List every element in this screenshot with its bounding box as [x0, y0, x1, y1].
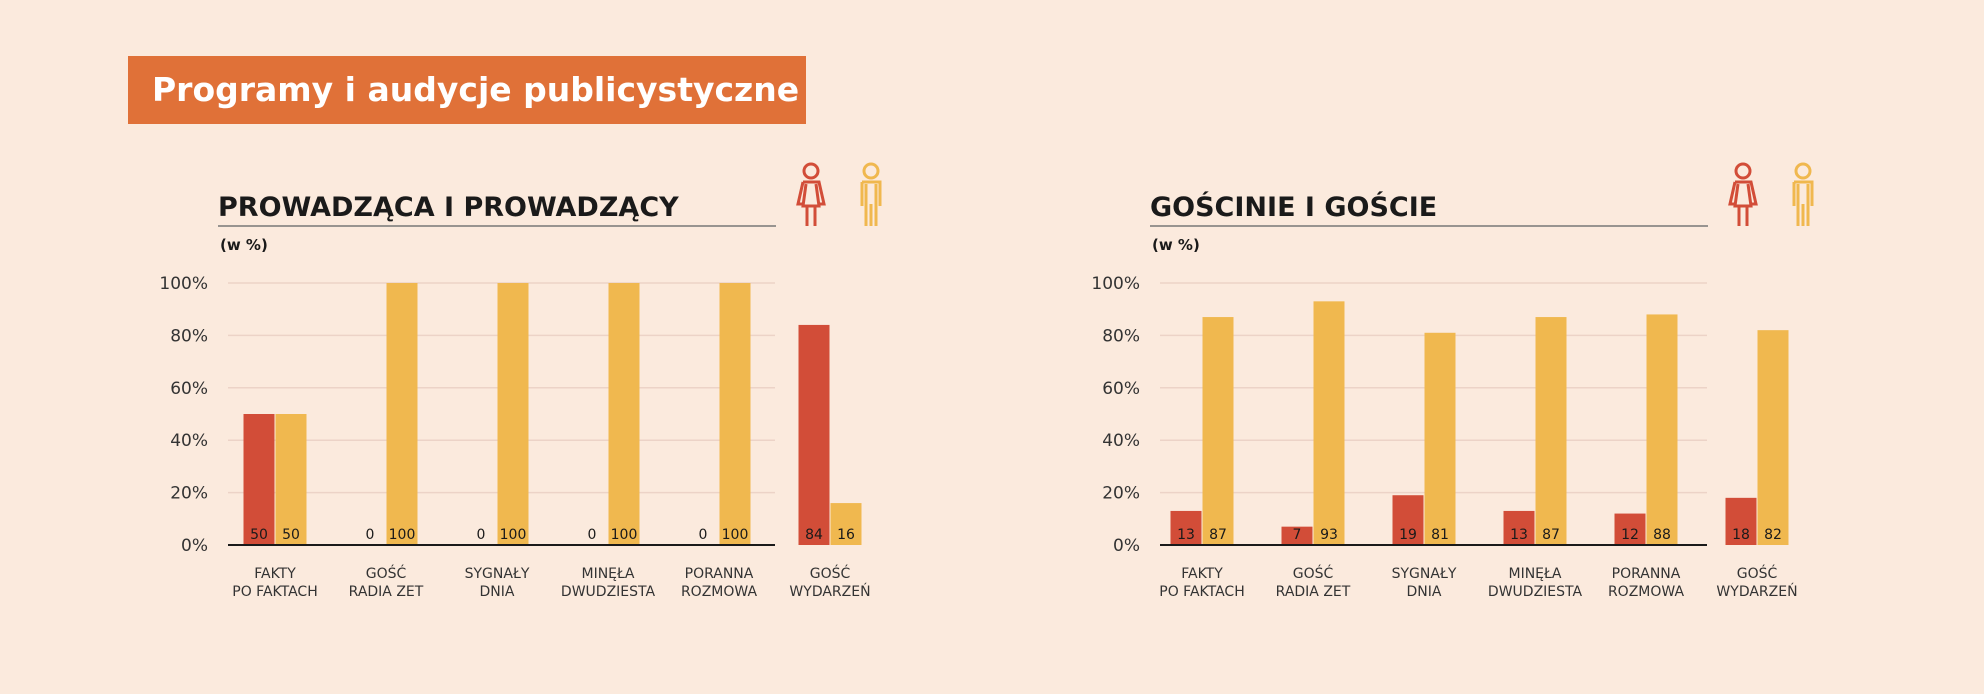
data-label: 100	[611, 527, 638, 543]
female-figure-icon	[796, 162, 826, 226]
x-category-label: PO FAKTACH	[232, 584, 317, 600]
x-category-label: GOŚĆ	[1293, 564, 1334, 582]
y-tick-label: 40%	[1102, 431, 1140, 451]
bar-men	[497, 283, 529, 545]
chart-2-plot: 0% 20% 40% 60% 80% 100% 13 87 FAKTY PO FAKTACH 7 93…	[1091, 274, 1797, 600]
bar-men	[1424, 332, 1456, 545]
bar-men	[830, 503, 862, 545]
data-label: 18	[1732, 527, 1750, 543]
x-category-label: RADIA ZET	[1276, 584, 1351, 600]
x-category-label: DNIA	[480, 584, 515, 600]
x-category-label: DWUDZIESTA	[1488, 584, 1583, 600]
data-label: 100	[389, 527, 416, 543]
bar-women	[1503, 510, 1535, 545]
x-category-label: MINĘŁA	[582, 566, 635, 582]
female-figure-icon	[1728, 162, 1758, 226]
bar-women	[1392, 495, 1424, 545]
bar-men	[1313, 301, 1345, 545]
x-category-label: DWUDZIESTA	[561, 584, 656, 600]
chart-2-title: GOŚCINIE I GOŚCIE	[1150, 191, 1437, 223]
x-category-label: ROZMOWA	[681, 584, 758, 600]
bar-women	[1281, 526, 1313, 545]
y-tick-label: 60%	[170, 379, 208, 399]
bar-men	[719, 283, 751, 545]
x-category-label: SYGNAŁY	[1392, 566, 1457, 582]
data-label: 93	[1320, 527, 1338, 543]
bar-men	[386, 283, 418, 545]
data-label: 13	[1510, 527, 1528, 543]
bar-men	[1757, 330, 1789, 545]
chart-2-header: GOŚCINIE I GOŚCIE (w %)	[1150, 162, 1814, 254]
data-label: 84	[805, 527, 823, 543]
bar-men	[608, 283, 640, 545]
x-category-label: WYDARZEŃ	[789, 582, 870, 600]
bar-women	[798, 324, 830, 545]
data-label: 13	[1177, 527, 1195, 543]
data-label: 50	[250, 527, 268, 543]
bar-women	[1725, 497, 1757, 545]
data-label: 7	[1293, 527, 1302, 543]
male-figure-icon	[860, 162, 882, 226]
x-category-label: GOŚĆ	[366, 564, 407, 582]
y-tick-label: 0%	[181, 536, 208, 556]
data-label: 12	[1621, 527, 1639, 543]
y-tick-label: 20%	[170, 484, 208, 504]
data-label: 81	[1431, 527, 1449, 543]
chart-1-plot: 0% 20% 40% 60% 80% 100% 50 50 FAKTY PO FAKTACH 0 10…	[159, 274, 870, 600]
data-label: 87	[1209, 527, 1227, 543]
x-category-label: SYGNAŁY	[465, 566, 530, 582]
y-tick-label: 40%	[170, 431, 208, 451]
data-label: 82	[1764, 527, 1782, 543]
bar-men	[1202, 317, 1234, 545]
data-label: 100	[722, 527, 749, 543]
y-tick-label: 60%	[1102, 379, 1140, 399]
chart-1-title: PROWADZĄCA I PROWADZĄCY	[218, 192, 679, 223]
x-category-label: GOŚĆ	[1737, 564, 1778, 582]
data-label: 19	[1399, 527, 1417, 543]
x-category-label: MINĘŁA	[1509, 566, 1562, 582]
bar-men	[275, 414, 307, 545]
data-label: 50	[282, 527, 300, 543]
x-category-label: FAKTY	[254, 566, 296, 582]
y-tick-label: 100%	[159, 274, 208, 294]
section-banner: Programy i audycje publicystyczne	[128, 56, 806, 124]
data-label: 0	[366, 527, 375, 543]
x-category-label: FAKTY	[1181, 566, 1223, 582]
x-category-label: PO FAKTACH	[1159, 584, 1244, 600]
x-category-label: DNIA	[1407, 584, 1442, 600]
chart-2-unit-label: (w %)	[1152, 236, 1200, 254]
y-tick-label: 80%	[170, 326, 208, 346]
y-tick-label: 80%	[1102, 326, 1140, 346]
bar-women	[1614, 513, 1646, 545]
data-label: 0	[477, 527, 486, 543]
data-label: 100	[500, 527, 527, 543]
data-label: 88	[1653, 527, 1671, 543]
bar-women	[243, 414, 275, 545]
y-tick-label: 0%	[1113, 536, 1140, 556]
x-category-label: GOŚĆ	[810, 564, 851, 582]
bar-women	[1170, 510, 1202, 545]
bar-men	[1535, 317, 1567, 545]
chart-1-header: PROWADZĄCA I PROWADZĄCY (w %)	[218, 162, 882, 254]
x-category-label: PORANNA	[1612, 566, 1681, 582]
x-category-label: WYDARZEŃ	[1716, 582, 1797, 600]
male-figure-icon	[1792, 162, 1814, 226]
data-label: 16	[837, 527, 855, 543]
data-label: 0	[588, 527, 597, 543]
x-category-label: PORANNA	[685, 566, 754, 582]
y-tick-label: 20%	[1102, 484, 1140, 504]
x-category-label: ROZMOWA	[1608, 584, 1685, 600]
data-label: 0	[699, 527, 708, 543]
chart-1-unit-label: (w %)	[220, 236, 268, 254]
data-label: 87	[1542, 527, 1560, 543]
x-category-label: RADIA ZET	[349, 584, 424, 600]
bar-men	[1646, 314, 1678, 545]
y-tick-label: 100%	[1091, 274, 1140, 294]
